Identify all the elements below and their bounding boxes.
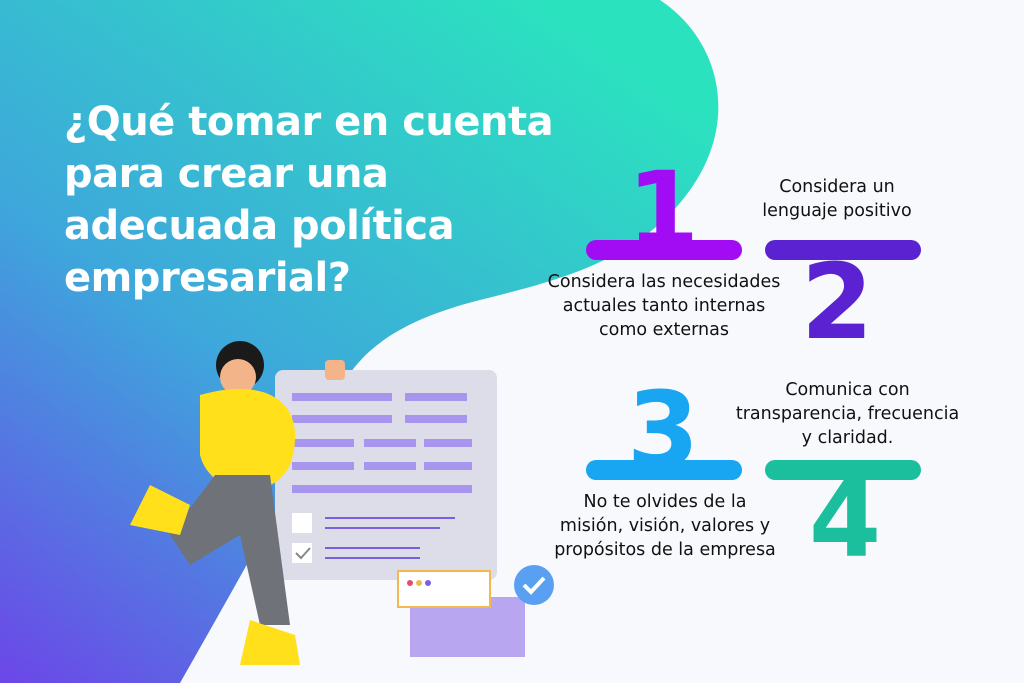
step-2-number: 2 (800, 241, 874, 363)
step-3-bar (586, 460, 742, 480)
step-4-text: Comunica con transparencia, frecuencia y… (735, 380, 960, 448)
step-2-bar (765, 240, 921, 260)
person-with-checklist-illustration (130, 341, 554, 665)
step-3-text: No te olvides de la misión, visión, valo… (554, 492, 776, 560)
step-4-number: 4 (808, 459, 882, 581)
step-1-bar (586, 240, 742, 260)
step-1-text: Considera las necesidades actuales tanto… (547, 272, 781, 340)
page-title: ¿Qué tomar en cuenta para crear una adec… (64, 99, 554, 301)
step-2-text: Considera un lenguaje positivo (762, 177, 912, 221)
step-4-bar (765, 460, 921, 480)
